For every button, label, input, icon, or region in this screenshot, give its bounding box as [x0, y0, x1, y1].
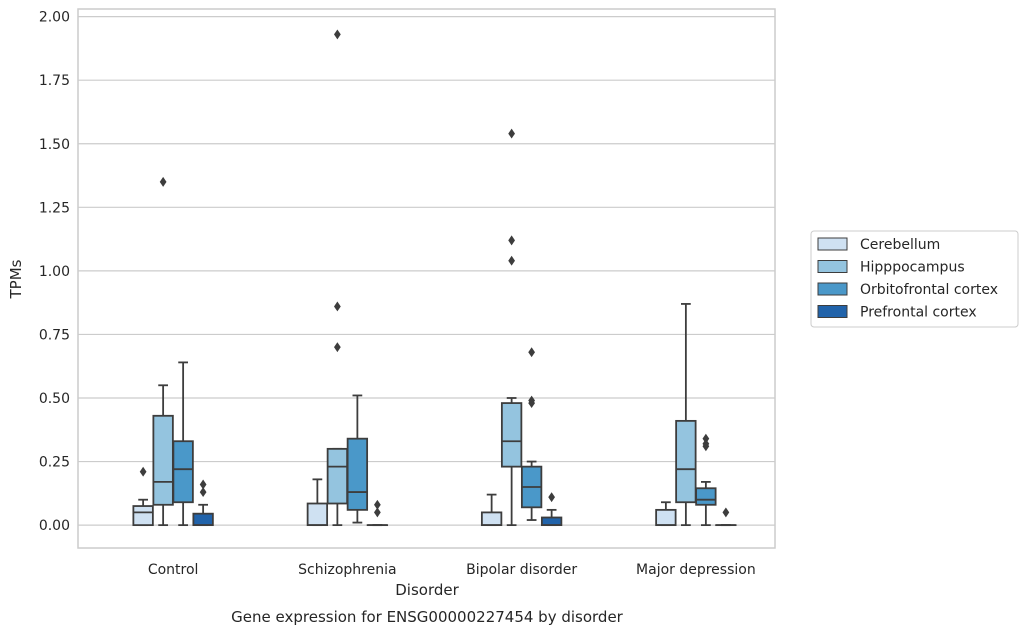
chart-title: Gene expression for ENSG00000227454 by d… — [231, 608, 624, 626]
y-tick-label: 0.75 — [39, 327, 70, 343]
x-axis-label: Disorder — [395, 581, 459, 599]
x-tick-label: Schizophrenia — [298, 562, 396, 578]
outlier-point — [722, 507, 730, 518]
box-cerebellum — [306, 478, 329, 527]
x-tick-label: Bipolar disorder — [466, 562, 577, 578]
box-body — [152, 414, 174, 506]
y-tick-label: 1.75 — [39, 73, 70, 89]
box-cerebellum — [655, 501, 677, 527]
y-tick-label: 0.00 — [39, 518, 70, 534]
box-prefrontal-cortex — [192, 479, 214, 527]
legend-label: Orbitofrontal cortex — [860, 282, 998, 298]
y-tick-label: 2.00 — [39, 10, 70, 26]
legend-swatch — [817, 260, 848, 273]
box-hipppocampus — [152, 176, 174, 527]
y-tick-labels: 0.00 0.25 0.50 0.75 1.00 1.25 1.50 1.75 2.00 — [39, 10, 70, 534]
outlier-point — [528, 347, 535, 358]
x-tick-label: Control — [148, 562, 199, 578]
box-prefrontal-cortex — [540, 492, 563, 527]
box-body — [695, 487, 717, 506]
box-hipppocampus — [675, 303, 697, 527]
box-orbitofrontal-cortex — [695, 433, 717, 527]
outlier-point — [374, 507, 381, 518]
box-body — [480, 511, 503, 527]
outlier-point — [139, 466, 147, 477]
outlier-point — [374, 499, 381, 510]
box-body — [132, 505, 154, 527]
box-prefrontal-cortex — [715, 507, 737, 527]
outlier-point — [159, 176, 167, 187]
y-tick-label: 0.50 — [39, 391, 70, 407]
box-hipppocampus — [326, 29, 349, 527]
legend-label: Prefrontal cortex — [860, 305, 977, 321]
legend-frame — [810, 230, 1019, 328]
outlier-point — [508, 255, 515, 266]
x-tick-labels: Control Schizophrenia Bipolar disorder Majo… — [148, 562, 756, 578]
box-body — [500, 402, 523, 468]
plot-area — [77, 8, 776, 549]
box-cerebellum — [132, 466, 154, 527]
box-body — [675, 419, 697, 504]
box-cerebellum — [480, 493, 503, 527]
y-tick-label: 1.00 — [39, 264, 70, 280]
legend: Cerebellum Hipppocampus Orbitofrontal cort… — [810, 230, 1019, 328]
outlier-point — [334, 29, 341, 40]
box-body — [192, 512, 214, 527]
outlier-point — [199, 479, 207, 490]
outlier-point — [199, 487, 207, 498]
box-body — [172, 440, 194, 504]
legend-swatch — [817, 305, 848, 318]
box-body — [306, 502, 329, 527]
outlier-point — [334, 301, 341, 312]
legend-label: Cerebellum — [860, 237, 940, 253]
outlier-point — [334, 342, 341, 353]
box-orbitofrontal-cortex — [172, 361, 194, 527]
legend-swatch — [817, 237, 848, 251]
outlier-point — [702, 433, 710, 444]
y-axis-label: TPMs — [7, 259, 25, 299]
box-body — [326, 447, 349, 505]
box-groups — [132, 29, 737, 527]
outlier-point — [508, 235, 515, 246]
box-body — [540, 516, 563, 527]
y-tick-label: 0.25 — [39, 455, 70, 471]
y-tick-label: 1.50 — [39, 137, 70, 153]
outlier-point — [508, 128, 515, 139]
x-tick-label: Major depression — [636, 562, 756, 578]
y-tick-label: 1.25 — [39, 200, 70, 216]
box-hipppocampus — [500, 128, 523, 527]
box-body — [346, 437, 369, 511]
outlier-point — [702, 438, 710, 449]
outlier-point — [528, 395, 535, 406]
box-orbitofrontal-cortex — [520, 347, 543, 521]
legend-swatch — [817, 282, 848, 296]
outlier-point — [548, 492, 555, 503]
box-orbitofrontal-cortex — [346, 394, 369, 524]
legend-label: Hipppocampus — [860, 260, 965, 276]
box-prefrontal-cortex — [366, 499, 389, 527]
box-body — [655, 508, 677, 527]
